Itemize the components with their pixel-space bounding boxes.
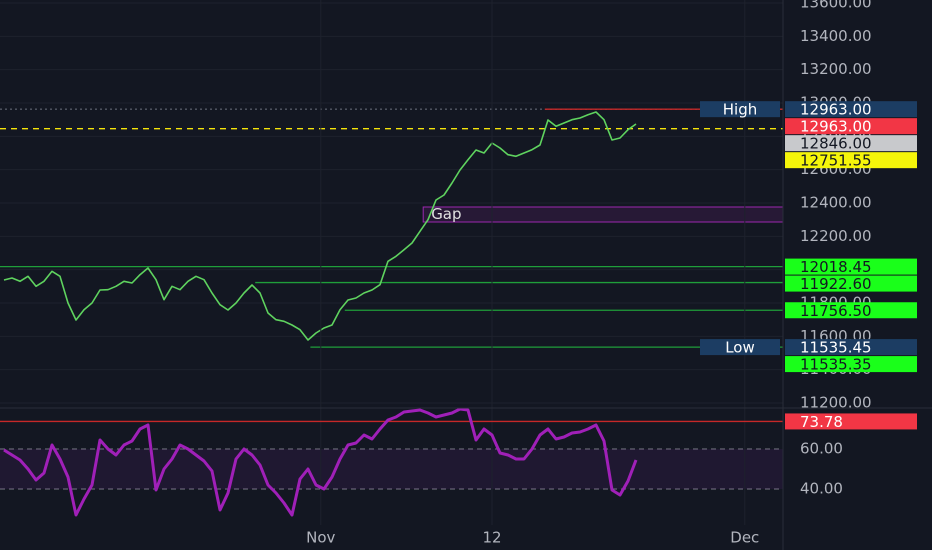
name-badge-label: High	[723, 101, 757, 119]
x-tick-label: Nov	[306, 529, 335, 547]
series-line	[3, 407, 638, 517]
price-badge-label: 11535.45	[800, 339, 872, 357]
price-badge-label: 11535.35	[800, 356, 872, 374]
price-badge-label: 12963.00	[800, 101, 872, 119]
rsi-band	[0, 449, 783, 489]
price-badge-label: 12751.55	[800, 152, 872, 170]
price-badge-label: 12018.45	[800, 258, 872, 276]
price-badge-label: 73.78	[800, 413, 843, 431]
price-badge	[785, 275, 917, 292]
gap-label: Gap	[431, 205, 461, 223]
y-tick-label: 13600.00	[800, 0, 872, 12]
price-badge	[785, 339, 917, 356]
y-tick-label: 40.00	[800, 480, 843, 498]
price-badge	[785, 152, 917, 169]
name-badge	[700, 339, 780, 356]
x-tick-label: 12	[482, 529, 501, 547]
price-badge	[785, 302, 917, 319]
y-tick-label: 11200.00	[800, 394, 872, 412]
y-tick-label: 12200.00	[800, 227, 872, 245]
y-tick-label: 13200.00	[800, 60, 872, 78]
y-tick-label: 12400.00	[800, 194, 872, 212]
gap-box	[422, 206, 784, 223]
y-tick-label: 13400.00	[800, 27, 872, 45]
price-badge-label: 12963.00	[800, 118, 872, 136]
price-badge	[785, 413, 917, 430]
price-badge	[785, 356, 917, 373]
x-tick-label: Dec	[730, 529, 759, 547]
price-badge	[785, 258, 917, 275]
price-badge	[785, 135, 917, 152]
price-badge	[785, 101, 917, 118]
price-badge	[785, 118, 917, 135]
series-line	[3, 111, 637, 341]
y-tick-label: 60.00	[800, 440, 843, 458]
price-badge-label: 11922.60	[800, 275, 872, 293]
name-badge-label: Low	[725, 339, 755, 357]
price-badge-label: 12846.00	[800, 135, 872, 153]
price-badge-label: 11756.50	[800, 302, 872, 320]
name-badge	[700, 101, 780, 118]
